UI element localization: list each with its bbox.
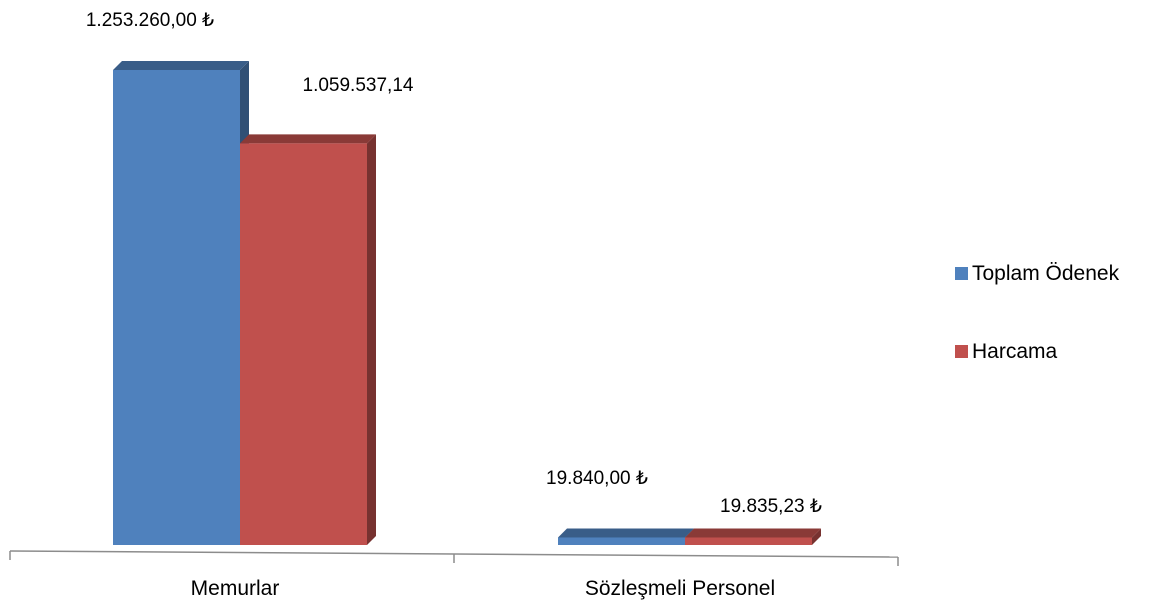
data-labels: 1.253.260,00 ₺ 1.059.537,14 19.840,00 ₺ 19.… xyxy=(86,10,822,517)
x-axis: Memurlar Sözleşmeli Personel xyxy=(9,550,899,600)
data-label: 19.835,23 ₺ xyxy=(720,496,822,517)
legend-item-toplam-odenek: Toplam Ödenek xyxy=(955,262,1120,285)
legend-label: Toplam Ödenek xyxy=(972,262,1120,285)
x-tick-label: Sözleşmeli Personel xyxy=(585,577,775,600)
data-label: 19.840,00 ₺ xyxy=(546,468,648,489)
legend-swatch xyxy=(955,345,968,358)
data-label: 1.059.537,14 xyxy=(303,75,414,96)
legend: Toplam Ödenek Harcama xyxy=(955,262,1120,363)
legend-swatch xyxy=(955,267,968,280)
data-label: 1.253.260,00 ₺ xyxy=(86,10,214,31)
bar-harcama-memurlar xyxy=(240,134,376,545)
bar-harcama-sozlesmeli-personel xyxy=(685,528,821,545)
x-tick-label: Memurlar xyxy=(191,577,280,600)
bar-toplam-odenek-memurlar xyxy=(113,61,249,545)
legend-item-harcama: Harcama xyxy=(955,340,1058,363)
bars-group xyxy=(113,61,821,545)
legend-label: Harcama xyxy=(972,340,1058,363)
bar-toplam-odenek-sozlesmeli-personel xyxy=(558,528,694,545)
